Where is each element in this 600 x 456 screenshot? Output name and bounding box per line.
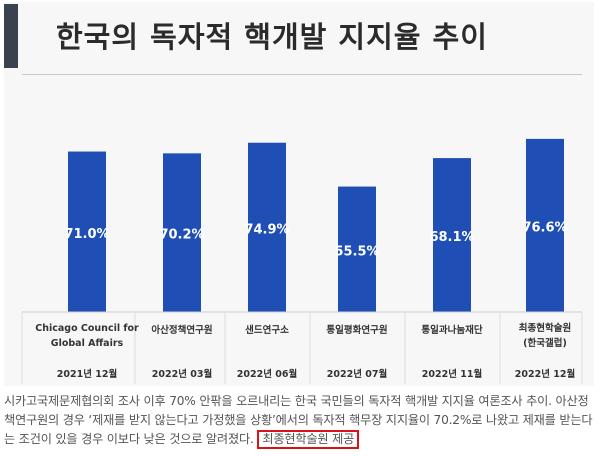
category-label-4-line-1: 통일평화연구원 [326,324,387,336]
bar-3 [248,142,286,312]
bar-5 [433,158,471,312]
date-label-3: 2022년 06월 [237,368,297,380]
value-label-4: 55.5% [334,244,379,259]
title-divider [22,74,582,75]
category-label-5-line-1: 통일과나눔재단 [421,324,482,336]
date-label-1: 2021년 12월 [57,368,117,380]
bar-6 [526,138,564,312]
chart-title: 한국의 독자적 핵개발 지지율 추이 [56,20,488,54]
caption-line-3: 는 조건이 있을 경우 이보다 낮은 것으로 알려졌다. [4,432,254,446]
value-label-5: 68.1% [429,230,474,245]
title-accent-bar [4,4,18,68]
bar-1 [68,151,106,312]
value-label-3: 74.9% [244,222,289,237]
date-label-6: 2022년 12월 [515,368,575,380]
bar-chart: 71.0% 70.2% 74.9% 55.5% 68.1% 76.6% Chicago Co… [21,138,583,384]
value-label-2: 70.2% [159,228,204,243]
category-label-6-line-2: (한국갤럽) [523,337,567,349]
caption-line-3-wrap: 는 조건이 있을 경우 이보다 낮은 것으로 알려졌다. 최종현학술원 제공 [4,430,596,449]
caption-line-1: 시카고국제문제협의회 조사 이후 70% 안팎을 오르내리는 한국 국민들의 독… [4,394,589,408]
category-label-2-line-1: 아산정책연구원 [151,324,212,336]
bar-4 [338,186,376,312]
caption: 시카고국제문제협의회 조사 이후 70% 안팎을 오르내리는 한국 국민들의 독… [4,392,596,449]
category-label-6-line-1: 최종현학술원 [519,322,571,334]
date-label-5: 2022년 11월 [422,368,482,380]
value-label-1: 71.0% [64,227,109,242]
date-label-4: 2022년 07월 [327,368,387,380]
caption-line-2: 책연구원의 경우 ‘제재를 받지 않는다고 가정했을 상황’에서의 독자적 핵무… [4,413,593,427]
category-label-1-line-1: Chicago Council for [35,323,139,334]
value-label-6: 76.6% [522,220,567,235]
date-label-2: 2022년 03월 [152,368,212,380]
bar-2 [163,153,201,312]
category-label-1-line-2: Global Affairs [51,338,124,349]
source-credit: 최종현학술원 제공 [257,430,360,449]
category-label-3-line-1: 샌드연구소 [245,324,289,336]
